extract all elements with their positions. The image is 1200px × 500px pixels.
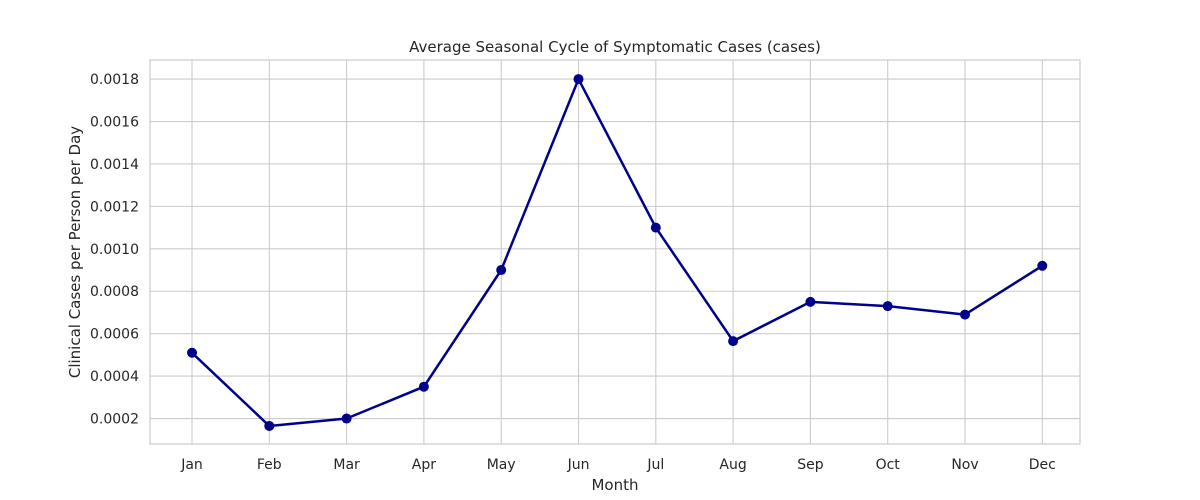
x-tick-label: Jan bbox=[180, 457, 203, 473]
data-point-sep bbox=[805, 296, 816, 307]
data-point-mar bbox=[341, 413, 352, 424]
y-tick-label: 0.0006 bbox=[90, 327, 139, 343]
x-tick-label: Jun bbox=[567, 457, 590, 473]
x-tick-label: Sep bbox=[797, 457, 824, 473]
chart-title: Average Seasonal Cycle of Symptomatic Ca… bbox=[409, 38, 821, 56]
series-layer bbox=[187, 74, 1048, 431]
series-line bbox=[191, 77, 1043, 428]
data-point-dec bbox=[1037, 260, 1048, 271]
data-point-jun bbox=[573, 74, 584, 85]
data-point-jul bbox=[650, 222, 661, 233]
data-point-apr bbox=[418, 381, 429, 392]
y-axis-label: Clinical Cases per Person per Day bbox=[66, 126, 84, 378]
y-tick-label: 0.0010 bbox=[90, 242, 139, 258]
x-tick-label: Nov bbox=[951, 457, 978, 473]
y-tick-label: 0.0008 bbox=[90, 284, 139, 300]
grid-layer bbox=[150, 60, 1080, 444]
data-point-aug bbox=[728, 336, 739, 347]
data-point-oct bbox=[882, 301, 893, 312]
x-tick-label: Mar bbox=[333, 457, 360, 473]
y-tick-label: 0.0018 bbox=[90, 72, 139, 88]
y-tick-layer: 0.0002 0.0004 0.0006 0.0008 0.0010 0.0012 0.00… bbox=[90, 72, 139, 427]
x-tick-layer: Jan Feb Mar Apr May Jun Jul Aug Sep Oct Nov Dec bbox=[180, 457, 1056, 473]
y-tick-label: 0.0002 bbox=[90, 412, 139, 428]
data-point-feb bbox=[264, 420, 275, 431]
y-tick-label: 0.0004 bbox=[90, 369, 139, 385]
x-tick-label: Jul bbox=[646, 457, 664, 473]
y-tick-label: 0.0016 bbox=[90, 115, 139, 131]
y-tick-label: 0.0012 bbox=[90, 199, 139, 215]
data-point-may bbox=[496, 265, 507, 276]
x-tick-label: Feb bbox=[257, 457, 282, 473]
y-tick-label: 0.0014 bbox=[90, 157, 139, 173]
plot-frame bbox=[149, 59, 1081, 445]
x-tick-label: Dec bbox=[1029, 457, 1056, 473]
x-tick-label: Apr bbox=[412, 457, 436, 473]
data-point-nov bbox=[960, 309, 970, 320]
x-axis-label: Month bbox=[591, 476, 638, 494]
x-tick-label: Oct bbox=[876, 457, 901, 473]
data-point-jan bbox=[187, 347, 197, 358]
x-tick-label: May bbox=[487, 457, 516, 473]
x-tick-label: Aug bbox=[719, 457, 746, 473]
